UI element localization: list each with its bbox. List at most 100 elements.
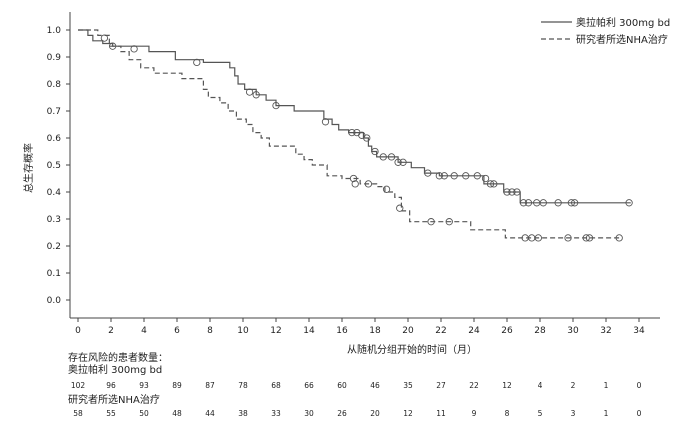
censor-mark — [100, 34, 109, 42]
x-tick-label: 0 — [75, 326, 81, 336]
risk-count: 5 — [537, 409, 543, 418]
x-tick-label: 6 — [174, 326, 180, 336]
risk-count: 3 — [570, 409, 576, 418]
risk-label-nha: 研究者所选NHA治疗 — [68, 395, 160, 406]
censor-mark — [371, 147, 379, 156]
risk-count: 2 — [570, 381, 576, 390]
censor-mark — [130, 45, 138, 53]
x-tick-label: 10 — [237, 326, 249, 336]
censor-mark — [396, 204, 404, 212]
censor-mark — [252, 91, 260, 99]
legend-label-nha: 研究者所选NHA治疗 — [576, 33, 668, 46]
censor-mark — [473, 172, 481, 180]
x-tick-label: 14 — [303, 326, 315, 336]
censor-mark — [585, 234, 594, 242]
censor-mark — [435, 172, 443, 180]
censor-mark — [481, 174, 490, 183]
risk-count: 20 — [370, 409, 380, 418]
x-tick-label: 2 — [108, 326, 114, 336]
censor-mark — [382, 185, 391, 193]
censor-mark — [567, 199, 575, 207]
risk-count: 33 — [271, 409, 281, 418]
risk-count: 78 — [238, 381, 248, 390]
risk-count: 50 — [139, 409, 149, 418]
risk-count: 96 — [106, 381, 116, 390]
censor-mark — [399, 158, 407, 166]
censor-mark — [462, 172, 470, 180]
censor-mark — [445, 218, 453, 226]
censor-mark — [193, 58, 201, 67]
censor-mark — [513, 188, 521, 196]
y-ticks: 0.0 0.1 0.2 0.3 0.4 0.5 0.6 0.7 0.8 0.9 1.0 — [47, 26, 70, 306]
risk-count: 55 — [106, 409, 116, 418]
y-tick-label: 0.8 — [47, 80, 62, 90]
risk-count: 66 — [304, 381, 314, 390]
risk-count: 26 — [337, 409, 347, 418]
x-tick-label: 34 — [633, 326, 645, 336]
risk-label-olaparib: 奥拉帕利 300mg bd — [68, 365, 163, 376]
legend-label-olaparib: 奥拉帕利 300mg bd — [576, 16, 670, 29]
risk-count: 12 — [502, 381, 512, 390]
x-tick-label: 26 — [501, 326, 513, 336]
censor-mark — [245, 88, 254, 96]
censor-mark — [519, 199, 528, 207]
risk-count: 93 — [139, 381, 149, 390]
y-tick-label: 0.5 — [47, 161, 61, 171]
y-axis-label: 总生存概率 — [22, 143, 35, 193]
risk-count: 1 — [603, 381, 609, 390]
series-nha — [78, 29, 623, 242]
risk-count: 87 — [205, 381, 215, 390]
y-tick-label: 0.2 — [47, 242, 61, 252]
km-line-olaparib — [78, 29, 631, 204]
x-tick-label: 32 — [600, 326, 611, 336]
censor-mark — [349, 174, 358, 183]
x-tick-label: 8 — [207, 326, 213, 336]
y-tick-label: 0.7 — [47, 107, 61, 117]
risk-count: 8 — [504, 409, 510, 418]
censor-mark — [424, 169, 432, 177]
censor-mark — [427, 218, 435, 226]
censor-mark — [109, 42, 117, 50]
censor-mark — [450, 172, 458, 180]
risk-table-title: 存在风险的患者数量： — [68, 353, 168, 364]
x-tick-label: 4 — [141, 326, 147, 336]
risk-count: 27 — [436, 381, 446, 390]
x-tick-label: 24 — [468, 326, 480, 336]
x-tick-label: 28 — [534, 326, 546, 336]
risk-count: 46 — [370, 381, 380, 390]
censor-mark — [394, 158, 402, 166]
censor-mark — [348, 128, 356, 137]
censor-mark — [539, 199, 547, 207]
risk-count: 58 — [73, 409, 83, 418]
censor-mark — [272, 101, 280, 110]
x-tick-label: 16 — [336, 326, 348, 336]
risk-count: 35 — [403, 381, 413, 390]
risk-count: 0 — [636, 381, 642, 390]
x-tick-label: 12 — [270, 326, 281, 336]
censor-mark — [524, 199, 533, 207]
y-tick-label: 0.1 — [47, 269, 61, 279]
censor-mark — [387, 153, 396, 161]
km-line-nha — [78, 29, 623, 239]
censor-mark — [486, 180, 495, 188]
censor-mark — [351, 180, 359, 188]
y-tick-label: 0.4 — [47, 188, 62, 198]
risk-count: 68 — [271, 381, 281, 390]
risk-count: 9 — [471, 409, 477, 418]
x-tick-label: 18 — [369, 326, 381, 336]
y-tick-label: 1.0 — [47, 26, 62, 36]
censor-mark — [508, 188, 516, 196]
censor-mark — [364, 180, 373, 188]
censor-mark — [571, 199, 579, 207]
series-olaparib — [78, 29, 633, 207]
censor-mark — [564, 234, 572, 242]
risk-count: 12 — [403, 409, 413, 418]
y-tick-label: 0.0 — [47, 296, 62, 306]
censor-mark — [440, 172, 448, 180]
censor-mark — [554, 199, 562, 207]
legend: 奥拉帕利 300mg bd 研究者所选NHA治疗 — [541, 16, 670, 46]
risk-count: 30 — [304, 409, 314, 418]
x-tick-label: 22 — [435, 326, 446, 336]
